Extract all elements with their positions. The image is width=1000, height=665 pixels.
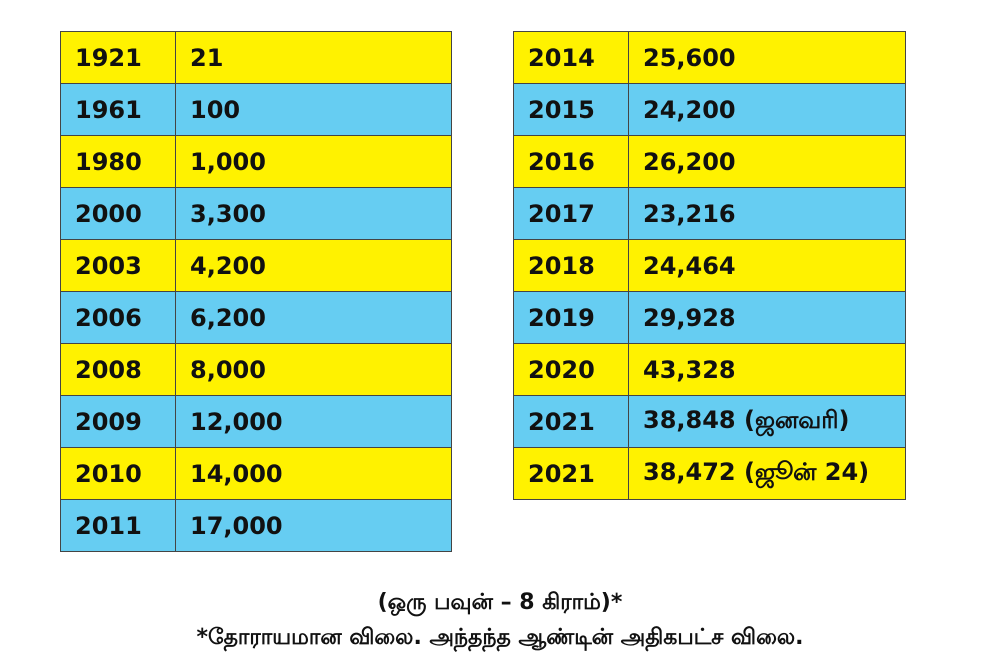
year-cell: 2011 bbox=[60, 499, 176, 552]
year-cell: 2006 bbox=[60, 291, 176, 344]
year-cell: 2019 bbox=[513, 291, 629, 344]
table-row: 2021 38,472 (ஜூன் 24) bbox=[513, 447, 906, 500]
table-row: 2019 29,928 bbox=[513, 291, 906, 344]
year-cell: 2018 bbox=[513, 239, 629, 292]
year-cell: 2015 bbox=[513, 83, 629, 136]
year-cell: 2003 bbox=[60, 239, 176, 292]
price-cell: 29,928 bbox=[628, 291, 906, 344]
price-cell: 8,000 bbox=[175, 343, 452, 396]
price-cell: 1,000 bbox=[175, 135, 452, 188]
table-row: 1921 21 bbox=[60, 31, 452, 84]
year-cell: 2000 bbox=[60, 187, 176, 240]
price-cell: 43,328 bbox=[628, 343, 906, 396]
table-row: 1980 1,000 bbox=[60, 135, 452, 188]
year-cell: 2008 bbox=[60, 343, 176, 396]
footnote: *தோராயமான விலை. அந்தந்த ஆண்டின் அதிகபட்ச… bbox=[196, 625, 804, 650]
table-row: 2006 6,200 bbox=[60, 291, 452, 344]
price-cell: 17,000 bbox=[175, 499, 452, 552]
year-cell: 2014 bbox=[513, 31, 629, 84]
price-cell: 25,600 bbox=[628, 31, 906, 84]
year-cell: 2021 bbox=[513, 395, 629, 448]
table-row: 2018 24,464 bbox=[513, 239, 906, 292]
year-cell: 1980 bbox=[60, 135, 176, 188]
year-cell: 1921 bbox=[60, 31, 176, 84]
year-cell: 2021 bbox=[513, 447, 629, 500]
table-row: 2008 8,000 bbox=[60, 343, 452, 396]
price-cell: 38,472 (ஜூன் 24) bbox=[628, 447, 906, 500]
table-row: 2009 12,000 bbox=[60, 395, 452, 448]
price-table: 1921 21 1961 100 1980 1,000 2000 3,300 2003 4,200… bbox=[60, 31, 452, 552]
year-cell: 2020 bbox=[513, 343, 629, 396]
year-cell: 1961 bbox=[60, 83, 176, 136]
table-row: 2014 25,600 bbox=[513, 31, 906, 84]
table-row: 2000 3,300 bbox=[60, 187, 452, 240]
footnote: (ஒரு பவுன் – 8 கிராம்)* bbox=[377, 590, 623, 615]
price-cell: 12,000 bbox=[175, 395, 452, 448]
price-cell: 24,464 bbox=[628, 239, 906, 292]
year-cell: 2017 bbox=[513, 187, 629, 240]
price-cell: 38,848 (ஜனவரி) bbox=[628, 395, 906, 448]
table-row: 2016 26,200 bbox=[513, 135, 906, 188]
price-cell: 23,216 bbox=[628, 187, 906, 240]
table-row: 2011 17,000 bbox=[60, 499, 452, 552]
table-row: 2003 4,200 bbox=[60, 239, 452, 292]
price-cell: 3,300 bbox=[175, 187, 452, 240]
price-cell: 6,200 bbox=[175, 291, 452, 344]
table-row: 2017 23,216 bbox=[513, 187, 906, 240]
table-row: 2020 43,328 bbox=[513, 343, 906, 396]
price-cell: 24,200 bbox=[628, 83, 906, 136]
table-row: 2021 38,848 (ஜனவரி) bbox=[513, 395, 906, 448]
table-row: 2010 14,000 bbox=[60, 447, 452, 500]
year-cell: 2010 bbox=[60, 447, 176, 500]
price-cell: 26,200 bbox=[628, 135, 906, 188]
price-cell: 4,200 bbox=[175, 239, 452, 292]
table-row: 2015 24,200 bbox=[513, 83, 906, 136]
table-row: 1961 100 bbox=[60, 83, 452, 136]
price-cell: 14,000 bbox=[175, 447, 452, 500]
price-cell: 21 bbox=[175, 31, 452, 84]
year-cell: 2009 bbox=[60, 395, 176, 448]
price-cell: 100 bbox=[175, 83, 452, 136]
price-table: 2014 25,600 2015 24,200 2016 26,200 2017 23,216… bbox=[513, 31, 906, 500]
year-cell: 2016 bbox=[513, 135, 629, 188]
